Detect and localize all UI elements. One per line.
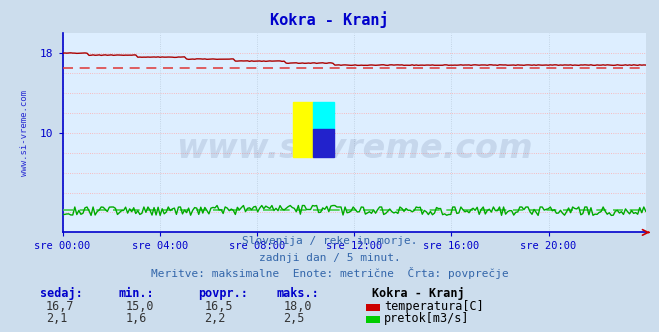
Text: povpr.:: povpr.:	[198, 287, 248, 300]
Text: 18,0: 18,0	[283, 300, 312, 313]
Text: 1,6: 1,6	[125, 312, 146, 325]
Text: min.:: min.:	[119, 287, 154, 300]
Text: maks.:: maks.:	[277, 287, 320, 300]
Text: 2,5: 2,5	[283, 312, 304, 325]
Text: Kokra - Kranj: Kokra - Kranj	[270, 12, 389, 29]
Text: 16,5: 16,5	[204, 300, 233, 313]
Text: www.si-vreme.com: www.si-vreme.com	[176, 132, 532, 165]
Text: zadnji dan / 5 minut.: zadnji dan / 5 minut.	[258, 253, 401, 263]
Bar	[314, 102, 334, 129]
Text: temperatura[C]: temperatura[C]	[384, 300, 484, 313]
Text: 2,1: 2,1	[46, 312, 67, 325]
Text: sedaj:: sedaj:	[40, 287, 82, 300]
Bar	[314, 129, 334, 157]
Text: Kokra - Kranj: Kokra - Kranj	[372, 287, 465, 300]
Text: 2,2: 2,2	[204, 312, 225, 325]
Text: www.si-vreme.com: www.si-vreme.com	[20, 90, 29, 176]
Text: 15,0: 15,0	[125, 300, 154, 313]
Text: 16,7: 16,7	[46, 300, 74, 313]
Text: Slovenija / reke in morje.: Slovenija / reke in morje.	[242, 236, 417, 246]
Text: Meritve: maksimalne  Enote: metrične  Črta: povprečje: Meritve: maksimalne Enote: metrične Črta…	[151, 267, 508, 279]
Bar	[293, 102, 314, 157]
Text: pretok[m3/s]: pretok[m3/s]	[384, 312, 470, 325]
